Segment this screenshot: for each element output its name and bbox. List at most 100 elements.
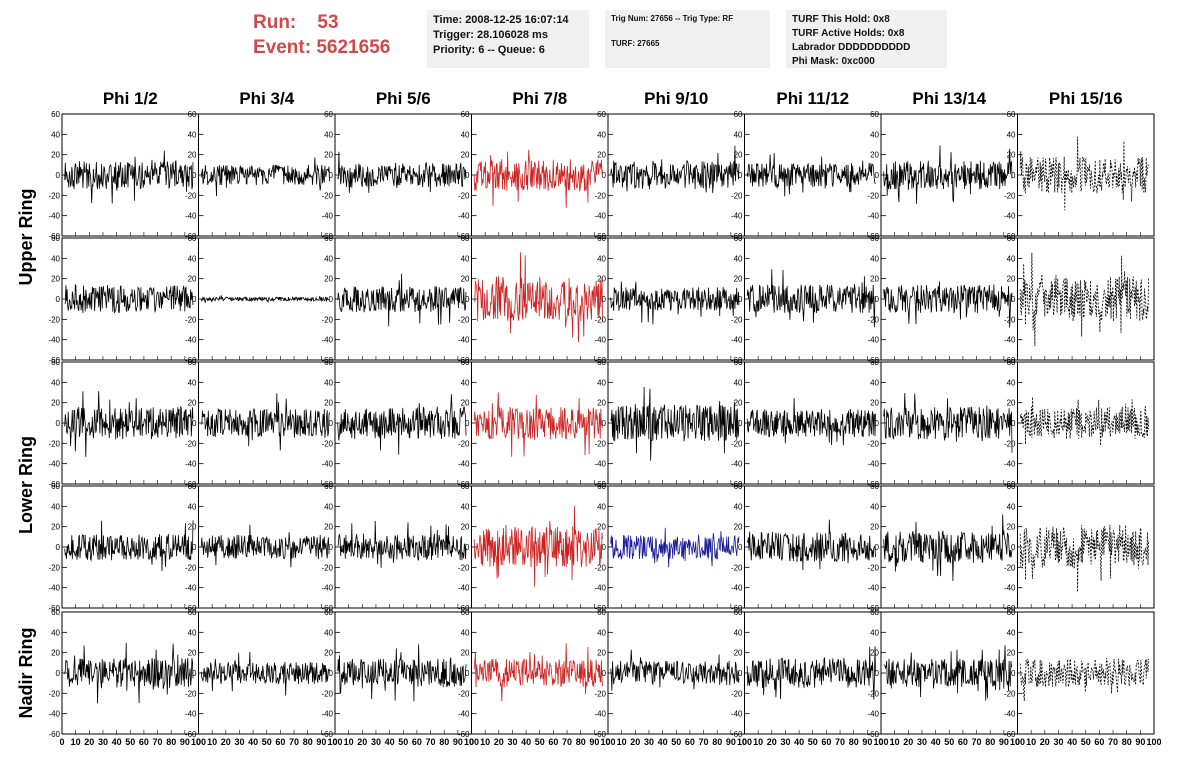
x-tick-label: 30: [98, 737, 108, 747]
y-tick-label: 20: [461, 399, 470, 408]
y-tick-label: 40: [734, 378, 743, 387]
x-tick-label: 90: [1135, 737, 1145, 747]
y-tick-label: -60: [185, 730, 197, 739]
y-tick-label: -20: [594, 439, 606, 448]
y-tick-label: -40: [1004, 212, 1016, 221]
y-tick-label: 0: [738, 669, 743, 678]
y-tick-label: -60: [458, 730, 470, 739]
y-tick-label: -20: [321, 439, 333, 448]
y-tick-label: 40: [51, 378, 60, 387]
y-tick-label: 0: [1011, 295, 1016, 304]
y-tick-label: 40: [188, 628, 197, 637]
x-tick-label: 40: [658, 737, 668, 747]
x-tick-label: 60: [412, 737, 422, 747]
x-tick-label: 0: [196, 737, 201, 747]
x-tick-label: 80: [439, 737, 449, 747]
y-tick-label: 0: [192, 171, 197, 180]
y-tick-label: -20: [731, 563, 743, 572]
y-tick-label: -20: [48, 563, 60, 572]
y-tick-label: -40: [731, 212, 743, 221]
y-tick-label: -60: [867, 480, 879, 489]
labrador-text: Labrador DDDDDDDDDD: [792, 42, 911, 53]
x-tick-label: 50: [808, 737, 818, 747]
panel-frame: [198, 485, 336, 609]
y-tick-label: -20: [731, 191, 743, 200]
y-tick-label: -40: [867, 212, 879, 221]
y-tick-label: -40: [731, 710, 743, 719]
y-tick-label: 60: [870, 608, 879, 617]
y-tick-label: -60: [594, 480, 606, 489]
y-tick-label: -20: [594, 315, 606, 324]
y-tick-label: -60: [458, 356, 470, 365]
y-tick-label: -40: [48, 212, 60, 221]
y-tick-label: 60: [461, 110, 470, 119]
y-tick-label: 0: [602, 295, 607, 304]
y-tick-label: 40: [1007, 378, 1016, 387]
y-tick-label: 20: [1007, 151, 1016, 160]
y-tick-label: 20: [1007, 649, 1016, 658]
y-tick-label: 60: [51, 234, 60, 243]
priority-queue-text: Priority: 6 -- Queue: 6: [433, 44, 545, 56]
y-tick-label: -40: [321, 212, 333, 221]
waveform-line: [337, 644, 467, 702]
x-tick-label: 100: [464, 737, 479, 747]
y-tick-label: 60: [324, 482, 333, 491]
y-tick-label: -60: [731, 232, 743, 241]
x-tick-label: 10: [617, 737, 627, 747]
y-tick-label: 40: [870, 130, 879, 139]
y-tick-label: 60: [870, 358, 879, 367]
y-tick-label: -20: [48, 191, 60, 200]
y-tick-label: 20: [188, 399, 197, 408]
y-tick-label: 20: [324, 275, 333, 284]
y-tick-label: 60: [734, 608, 743, 617]
y-tick-label: -20: [867, 563, 879, 572]
x-tick-label: 50: [1081, 737, 1091, 747]
y-tick-label: 60: [188, 358, 197, 367]
y-tick-label: -20: [594, 689, 606, 698]
y-tick-label: 0: [1011, 543, 1016, 552]
y-tick-label: 0: [192, 419, 197, 428]
waveform-line: [200, 393, 330, 451]
x-tick-label: 90: [999, 737, 1009, 747]
waveform-line: [610, 386, 740, 461]
x-tick-label: 40: [248, 737, 258, 747]
waveform-line: [337, 394, 467, 455]
y-tick-label: 0: [465, 295, 470, 304]
y-tick-label: 60: [461, 482, 470, 491]
y-tick-label: 60: [188, 234, 197, 243]
y-tick-label: -40: [185, 336, 197, 345]
x-tick-label: 0: [1015, 737, 1020, 747]
x-tick-label: 80: [576, 737, 586, 747]
x-tick-label: 90: [316, 737, 326, 747]
y-tick-label: 20: [324, 399, 333, 408]
y-tick-label: -20: [321, 191, 333, 200]
y-tick-label: 40: [324, 378, 333, 387]
y-tick-label: 40: [461, 502, 470, 511]
y-tick-label: -20: [185, 689, 197, 698]
y-tick-label: 40: [1007, 130, 1016, 139]
x-tick-label: 80: [303, 737, 313, 747]
y-tick-label: 0: [329, 419, 334, 428]
x-tick-label: 20: [630, 737, 640, 747]
y-tick-label: 20: [461, 523, 470, 532]
y-tick-label: 20: [870, 151, 879, 160]
y-tick-label: -20: [867, 439, 879, 448]
y-tick-label: -60: [1004, 232, 1016, 241]
y-tick-label: -20: [458, 191, 470, 200]
y-tick-label: 0: [738, 295, 743, 304]
x-tick-label: 50: [262, 737, 272, 747]
event-line: Event: 5621656: [253, 35, 390, 60]
y-tick-label: 40: [1007, 502, 1016, 511]
x-tick-label: 0: [469, 737, 474, 747]
x-tick-label: 90: [453, 737, 463, 747]
y-tick-label: -60: [185, 356, 197, 365]
y-tick-label: -40: [867, 584, 879, 593]
y-tick-label: 40: [597, 130, 606, 139]
waveform-line: [610, 281, 740, 325]
y-tick-label: 0: [602, 419, 607, 428]
y-tick-label: 40: [734, 130, 743, 139]
waveform-line: [1019, 397, 1149, 446]
y-tick-label: -20: [1004, 563, 1016, 572]
x-tick-label: 80: [712, 737, 722, 747]
y-tick-label: 20: [870, 275, 879, 284]
